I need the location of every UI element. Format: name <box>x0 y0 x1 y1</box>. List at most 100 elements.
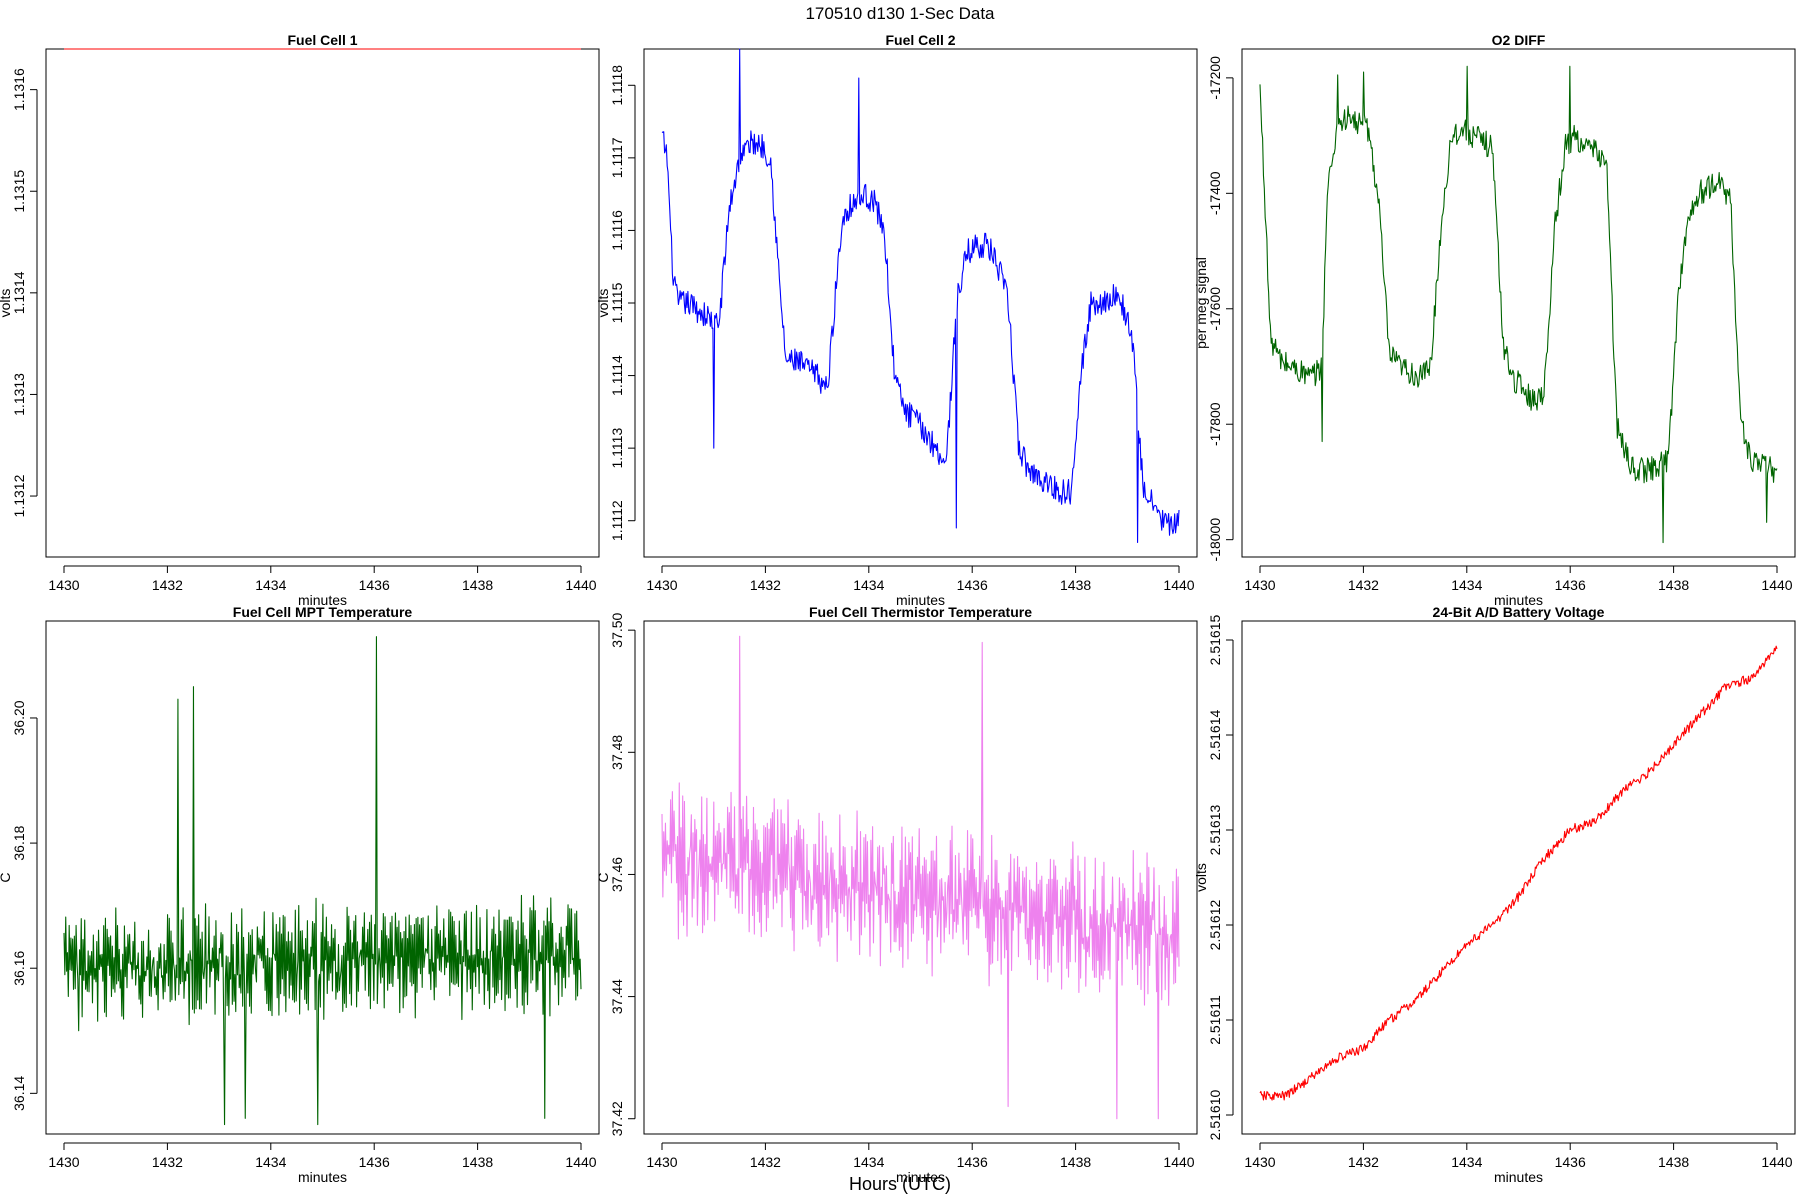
y-tick-label: 2.51613 <box>1207 804 1223 855</box>
panel-title: 24-Bit A/D Battery Voltage <box>1433 604 1605 620</box>
y-tick-label: 1.1112 <box>609 500 625 541</box>
panel-5: Fuel Cell Thermistor Temperature 1430 1432… <box>595 604 1198 1185</box>
x-tick-label: 1430 <box>48 1154 79 1170</box>
x-tick-label: 1434 <box>853 1154 884 1170</box>
y-tick-label: -18000 <box>1207 518 1223 562</box>
y-tick-label: 36.16 <box>11 950 27 985</box>
series-line <box>1259 65 1778 544</box>
x-tick-label: 1430 <box>1244 577 1275 593</box>
y-tick-label: 2.51615 <box>1207 614 1223 665</box>
x-tick-label: 1432 <box>152 1154 183 1170</box>
y-tick-label: 36.18 <box>11 825 27 860</box>
y-tick-label: -17600 <box>1207 287 1223 331</box>
y-tick-label: 37.46 <box>609 857 625 892</box>
y-tick-label: 37.48 <box>609 735 625 770</box>
x-tick-label: 1438 <box>462 1154 493 1170</box>
x-tick-label: 1440 <box>1163 1154 1194 1170</box>
y-tick-label: 1.1115 <box>609 282 625 323</box>
x-tick-label: 1436 <box>1555 577 1586 593</box>
x-tick-label: 1438 <box>462 577 493 593</box>
x-tick-label: 1430 <box>48 577 79 593</box>
x-tick-label: 1436 <box>359 1154 390 1170</box>
panels-group: Fuel Cell 1 1430 1432 1434 1436 1438 1440 minut… <box>0 32 1796 1185</box>
y-tick-label: 36.14 <box>11 1076 27 1111</box>
x-tick-label: 1440 <box>1761 1154 1792 1170</box>
panel-2: Fuel Cell 2 1430 1432 1434 1436 1438 1440 minut… <box>595 32 1198 608</box>
y-tick-label: -17400 <box>1207 171 1223 215</box>
y-axis-label: C <box>0 872 13 882</box>
y-tick-label: 2.51614 <box>1207 709 1223 760</box>
x-tick-label: 1438 <box>1658 1154 1689 1170</box>
plot-frame <box>643 48 1198 558</box>
figure-title: 170510 d130 1-Sec Data <box>805 4 995 23</box>
y-axis-label: volts <box>1193 863 1209 892</box>
y-tick-label: 37.44 <box>609 979 625 1014</box>
x-tick-label: 1440 <box>1163 577 1194 593</box>
x-tick-label: 1430 <box>1244 1154 1275 1170</box>
panel-title: Fuel Cell 2 <box>885 32 955 48</box>
x-axis-label: minutes <box>896 1169 945 1185</box>
y-axis-label: per meg signal <box>1193 257 1209 349</box>
panel-3: O2 DIFF 1430 1432 1434 1436 1438 1440 minutes -1… <box>1193 32 1796 608</box>
x-tick-label: 1432 <box>750 577 781 593</box>
panel-title: Fuel Cell Thermistor Temperature <box>809 604 1032 620</box>
y-tick-label: 1.1116 <box>609 210 625 251</box>
y-tick-label: 37.50 <box>609 612 625 647</box>
x-axis-label: minutes <box>896 592 945 608</box>
plot-frame <box>643 620 1198 1135</box>
x-tick-label: 1432 <box>1348 1154 1379 1170</box>
x-tick-label: 1438 <box>1658 577 1689 593</box>
y-tick-label: 1.1313 <box>11 373 27 416</box>
plot-frame <box>1241 48 1796 558</box>
y-tick-label: 1.1315 <box>11 170 27 213</box>
x-tick-label: 1434 <box>1451 1154 1482 1170</box>
y-axis-label: C <box>595 872 611 882</box>
x-tick-label: 1432 <box>1348 577 1379 593</box>
y-tick-label: 1.1114 <box>609 355 625 396</box>
panel-6: 24-Bit A/D Battery Voltage 1430 1432 1434 14… <box>1193 604 1796 1185</box>
x-tick-label: 1434 <box>1451 577 1482 593</box>
x-tick-label: 1438 <box>1060 1154 1091 1170</box>
y-tick-label: 1.1312 <box>11 474 27 517</box>
y-tick-label: 1.1118 <box>609 65 625 106</box>
y-tick-label: 36.20 <box>11 700 27 735</box>
y-tick-label: 1.1113 <box>609 428 625 469</box>
x-axis-label: minutes <box>1494 592 1543 608</box>
y-tick-label: -17200 <box>1207 56 1223 100</box>
panel-1: Fuel Cell 1 1430 1432 1434 1436 1438 1440 minut… <box>0 32 600 608</box>
x-tick-label: 1436 <box>1555 1154 1586 1170</box>
y-tick-label: -17800 <box>1207 402 1223 446</box>
y-tick-label: 1.1314 <box>11 271 27 314</box>
y-tick-label: 1.1117 <box>609 137 625 178</box>
panel-4: Fuel Cell MPT Temperature 1430 1432 1434 143… <box>0 604 600 1185</box>
y-tick-label: 2.51612 <box>1207 899 1223 950</box>
x-tick-label: 1436 <box>359 577 390 593</box>
x-tick-label: 1432 <box>152 577 183 593</box>
series-line <box>63 636 582 1126</box>
y-axis-label: volts <box>595 289 611 318</box>
y-tick-label: 37.42 <box>609 1101 625 1136</box>
x-tick-label: 1436 <box>957 577 988 593</box>
x-tick-label: 1436 <box>957 1154 988 1170</box>
series-line <box>661 48 1180 544</box>
panel-title: Fuel Cell MPT Temperature <box>233 604 413 620</box>
x-tick-label: 1440 <box>565 577 596 593</box>
panel-title: Fuel Cell 1 <box>287 32 357 48</box>
y-tick-label: 2.51611 <box>1207 995 1223 1045</box>
y-tick-label: 1.1316 <box>11 68 27 111</box>
y-axis-label: volts <box>0 289 13 318</box>
series-line <box>661 635 1180 1120</box>
x-axis-label: minutes <box>298 1169 347 1185</box>
panel-title: O2 DIFF <box>1492 32 1546 48</box>
x-tick-label: 1430 <box>646 577 677 593</box>
x-tick-label: 1440 <box>1761 577 1792 593</box>
series-line <box>1259 645 1778 1101</box>
x-axis-label: minutes <box>1494 1169 1543 1185</box>
x-tick-label: 1432 <box>750 1154 781 1170</box>
x-tick-label: 1430 <box>646 1154 677 1170</box>
plot-frame <box>45 620 600 1135</box>
figure-outer-xlabel: Hours (UTC) <box>849 1174 951 1194</box>
x-tick-label: 1434 <box>255 577 286 593</box>
x-tick-label: 1438 <box>1060 577 1091 593</box>
